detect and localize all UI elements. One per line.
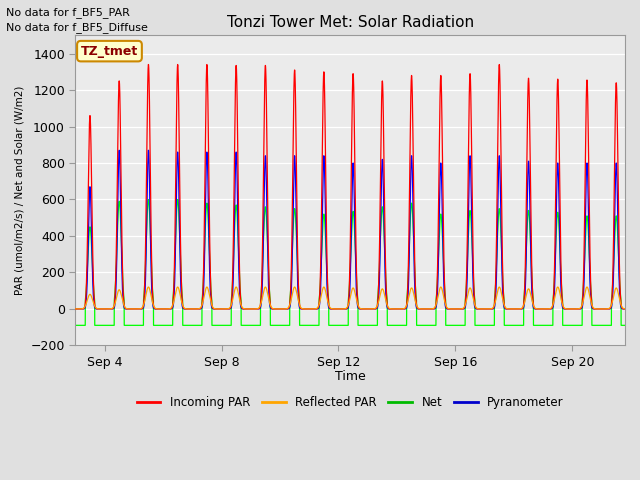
Text: TZ_tmet: TZ_tmet — [81, 45, 138, 58]
Y-axis label: PAR (umol/m2/s) / Net and Solar (W/m2): PAR (umol/m2/s) / Net and Solar (W/m2) — [15, 86, 25, 295]
X-axis label: Time: Time — [335, 370, 365, 383]
Legend: Incoming PAR, Reflected PAR, Net, Pyranometer: Incoming PAR, Reflected PAR, Net, Pyrano… — [132, 392, 568, 414]
Title: Tonzi Tower Met: Solar Radiation: Tonzi Tower Met: Solar Radiation — [227, 15, 474, 30]
Text: No data for f_BF5_Diffuse: No data for f_BF5_Diffuse — [6, 22, 148, 33]
Text: No data for f_BF5_PAR: No data for f_BF5_PAR — [6, 7, 131, 18]
